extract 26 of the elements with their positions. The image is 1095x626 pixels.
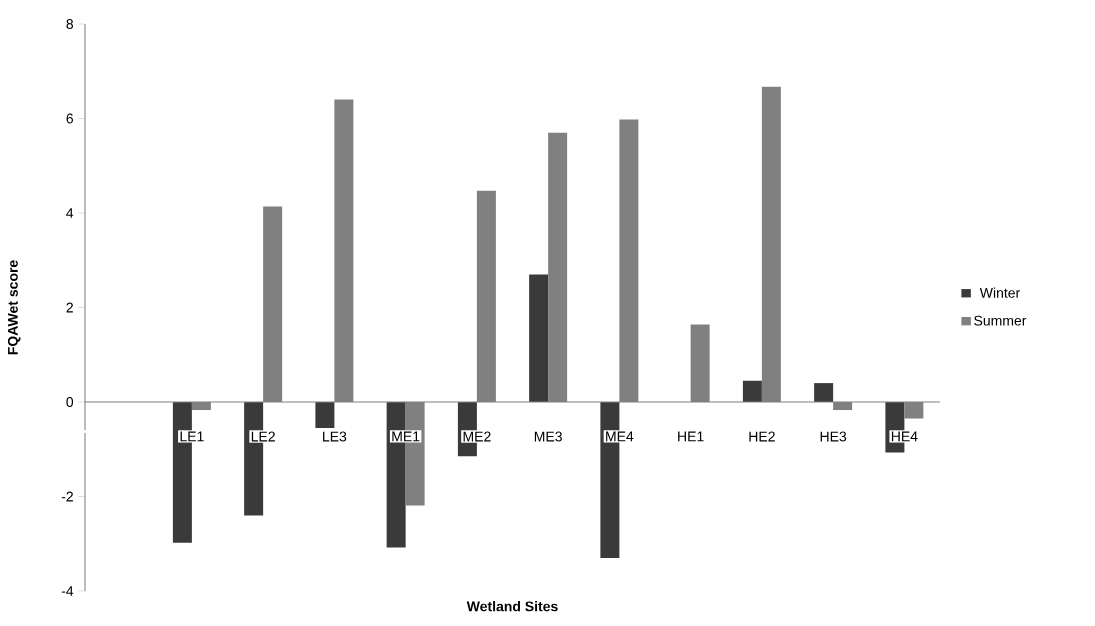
x-tick-label: ME4 <box>606 431 634 442</box>
legend-label: Winter <box>979 287 1020 298</box>
y-tick-label: 0 <box>66 397 74 407</box>
x-tick-label: HE4 <box>891 431 918 442</box>
x-tick-label: LE3 <box>323 431 347 442</box>
x-tick-label: HE3 <box>820 431 847 442</box>
x-axis-title: Wetland Sites <box>466 601 558 612</box>
y-tick-label: 2 <box>66 302 73 313</box>
x-tick-label: ME2 <box>463 431 491 442</box>
x-tick-label: LE2 <box>251 431 275 442</box>
y-tick-label: 8 <box>66 19 74 29</box>
x-tick-label: LE1 <box>180 431 204 442</box>
bar <box>814 383 834 402</box>
x-tick-label: HE2 <box>749 431 775 442</box>
y-tick-label: -4 <box>61 586 74 596</box>
y-tick-label: 4 <box>66 208 74 218</box>
x-tick-label: ME1 <box>392 431 420 442</box>
y-tick-label: -2 <box>61 491 73 502</box>
bar <box>742 380 762 402</box>
y-axis-title: FQAWet score <box>7 260 21 355</box>
x-tick-label: ME3 <box>534 431 562 442</box>
legend-label: Summer <box>974 315 1027 326</box>
y-tick-label: 6 <box>66 113 74 124</box>
bar <box>315 402 335 428</box>
bar <box>529 274 549 402</box>
x-tick-label: HE1 <box>678 431 704 442</box>
